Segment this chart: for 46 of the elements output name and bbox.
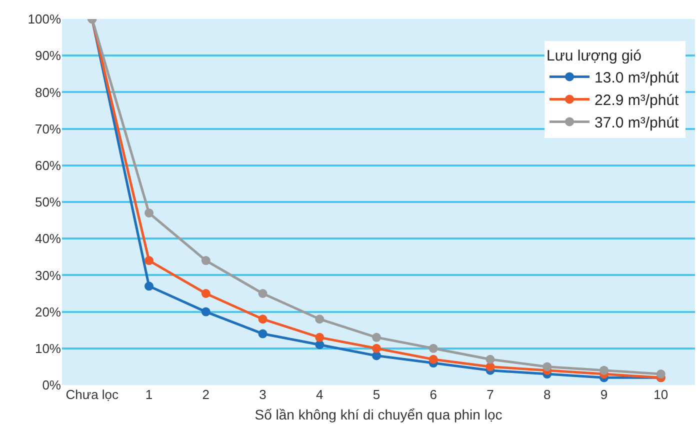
y-tick-label: 0% bbox=[42, 378, 62, 393]
point bbox=[372, 332, 382, 342]
point bbox=[144, 208, 154, 218]
legend-label: 37.0 m³/phút bbox=[594, 114, 680, 132]
y-tick-label: 100% bbox=[28, 12, 62, 27]
y-tick-label: 50% bbox=[34, 194, 62, 210]
legend-label: 22.9 m³/phút bbox=[594, 92, 680, 110]
point bbox=[600, 366, 608, 375]
point bbox=[656, 370, 666, 379]
y-tick-label: 10% bbox=[34, 340, 62, 356]
y-tick-label: 20% bbox=[34, 304, 62, 320]
point bbox=[201, 307, 210, 316]
x-tick-label: 2 bbox=[202, 387, 210, 402]
y-tick-label: 80% bbox=[34, 84, 62, 100]
y-tick-label: 30% bbox=[34, 268, 62, 283]
point bbox=[201, 256, 210, 266]
legend-title: Lưu lượng gió bbox=[546, 47, 642, 64]
point bbox=[486, 354, 495, 364]
point bbox=[258, 289, 268, 298]
x-axis-title: Số lần không khí di chuyển qua phin lọc bbox=[254, 406, 502, 422]
point bbox=[315, 314, 324, 324]
x-tick-label: 4 bbox=[316, 387, 324, 402]
y-tick-label: 40% bbox=[34, 231, 62, 246]
point bbox=[258, 314, 268, 324]
x-tick-label: 5 bbox=[372, 387, 380, 402]
legend-label: 13.0 m³/phút bbox=[594, 70, 680, 87]
x-tick-label: 8 bbox=[544, 387, 551, 402]
y-tick-label: 90% bbox=[34, 48, 62, 64]
x-tick-label: Chưa lọc bbox=[66, 387, 120, 402]
point bbox=[315, 332, 324, 342]
x-tick-label: 1 bbox=[145, 387, 153, 402]
x-tick-label: 7 bbox=[486, 387, 494, 402]
point bbox=[144, 256, 154, 266]
point bbox=[542, 362, 552, 372]
x-tick-label: 6 bbox=[430, 387, 437, 402]
x-tick-label: 10 bbox=[654, 387, 668, 402]
point bbox=[372, 344, 382, 353]
y-tick-label: 60% bbox=[34, 158, 62, 173]
x-tick-label: 3 bbox=[259, 387, 266, 402]
x-tick-label: 9 bbox=[600, 387, 608, 402]
point bbox=[201, 289, 210, 298]
point bbox=[144, 282, 154, 291]
point bbox=[258, 329, 268, 338]
point bbox=[428, 354, 438, 364]
point bbox=[428, 344, 438, 353]
y-tick-label: 70% bbox=[34, 121, 62, 136]
